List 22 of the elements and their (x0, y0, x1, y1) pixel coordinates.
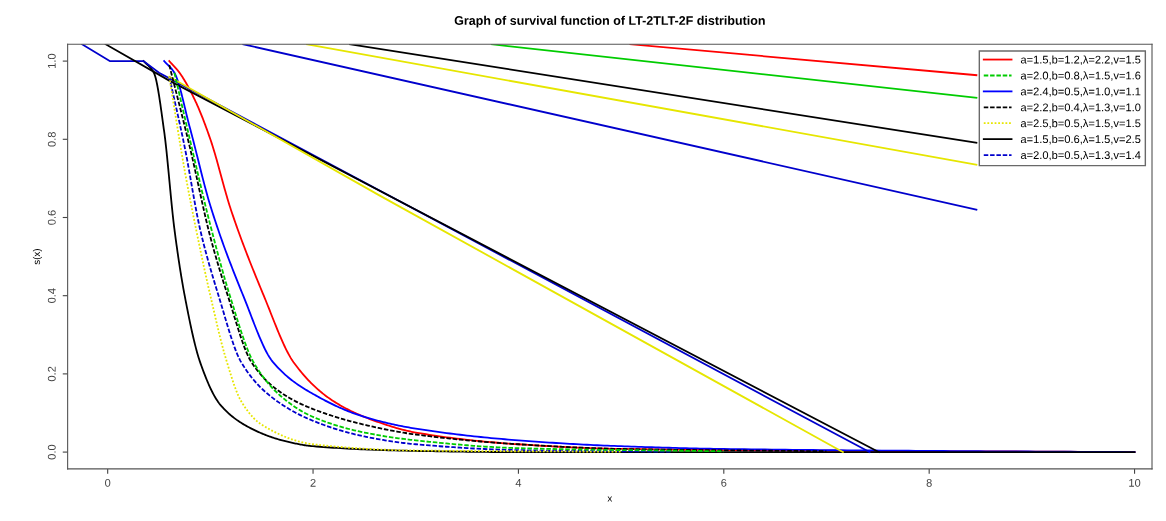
legend-label: a=2.0,b=0.8,λ=1.5,v=1.6 (1020, 71, 1141, 81)
y-tick-label: 1.0 (47, 53, 56, 68)
legend-label: a=2.4,b=0.5,λ=1.0,v=1.1 (1020, 87, 1141, 97)
legend-label: a=1.5,b=0.6,λ=1.5,v=2.5 (1020, 134, 1141, 145)
x-tick-label: 8 (926, 478, 932, 487)
y-tick-label: 0.2 (47, 366, 56, 382)
x-tick-label: 6 (721, 478, 727, 487)
y-tick-label: 0.8 (47, 132, 56, 147)
x-tick-label: 10 (1129, 478, 1141, 487)
x-axis-title: x (607, 496, 613, 502)
x-tick-label: 0 (105, 478, 111, 487)
legend-label: a=2.2,b=0.4,λ=1.3,v=1.0 (1020, 103, 1141, 113)
x-tick-label: 4 (515, 479, 522, 487)
legend-label: a=1.5,b=1.2,λ=2.2,v=1.5 (1020, 55, 1141, 65)
y-axis-title: s(x) (32, 249, 42, 265)
y-tick-label: 0.4 (47, 288, 56, 303)
legend-label: a=2.5,b=0.5,λ=1.5,v=1.5 (1020, 119, 1141, 129)
y-tick-label: 0.0 (47, 444, 56, 460)
x-tick-label: 2 (310, 478, 316, 487)
y-tick-label: 0.6 (47, 210, 56, 225)
legend-label: a=2.0,b=0.5,λ=1.3,v=1.4 (1020, 150, 1141, 161)
chart-title: Graph of survival function of LT-2TLT-2F distribution (454, 15, 765, 28)
